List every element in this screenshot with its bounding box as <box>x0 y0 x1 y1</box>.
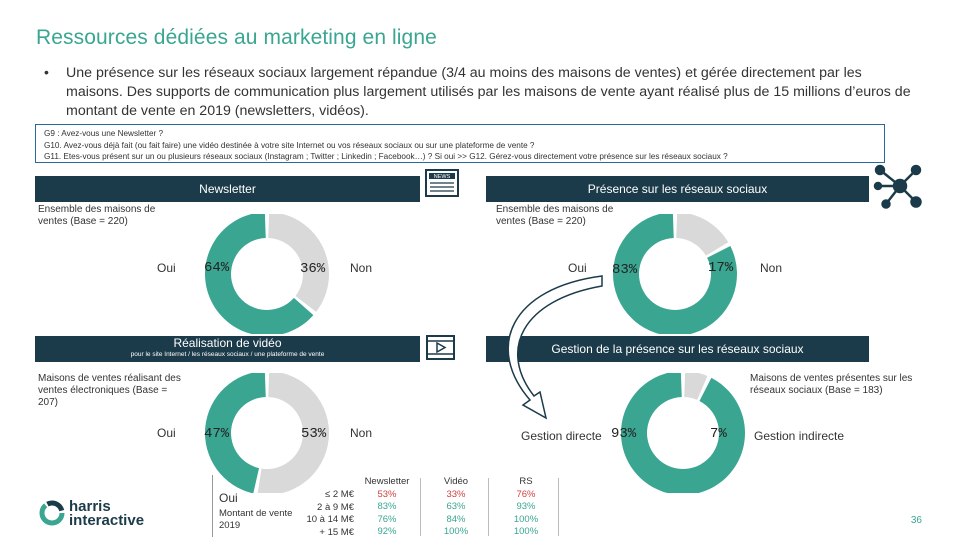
video-bar-sub: pour le site Internet / les réseaux soci… <box>130 351 325 358</box>
social-no-slice <box>676 214 729 256</box>
video-bar: Réalisation de vidéo pour le site Intern… <box>35 336 420 362</box>
question-g11-g12: G11. Etes-vous présent sur un ou plusieu… <box>44 152 728 161</box>
table-cell: 92% <box>377 526 397 537</box>
range-1: ≤ 2 M€ <box>325 489 354 500</box>
logo-line1: harris <box>69 498 111 515</box>
social-yes-slice <box>613 214 737 334</box>
newsletter-yes-slice <box>205 214 314 334</box>
video-donut <box>205 373 329 493</box>
table-left-border <box>212 475 213 537</box>
social-donut <box>613 214 737 334</box>
table-divider <box>558 478 559 536</box>
management-bar: Gestion de la présence sur les réseaux s… <box>486 336 869 362</box>
table-cell: 76% <box>377 513 397 525</box>
svg-text:NEWS: NEWS <box>434 174 451 180</box>
page-title: Ressources dédiées au marketing en ligne <box>36 26 437 49</box>
newspaper-icon: NEWS <box>423 167 463 201</box>
newsletter-bar-label: Newsletter <box>199 182 256 196</box>
page-number: 36 <box>910 515 922 526</box>
table-cell: 53% <box>377 488 397 500</box>
table-ranges: ≤ 2 M€ 2 à 9 M€ 10 à 14 M€ + 15 M€ <box>298 489 354 539</box>
table-cell: 83% <box>377 501 397 512</box>
table-row-title: Montant de vente 2019 <box>219 508 293 531</box>
questions-box: G9 : Avez-vous une Newsletter ? G10. Ave… <box>35 124 885 163</box>
curved-arrow-icon <box>490 268 630 468</box>
video-base: Maisons de ventes réalisant des ventes é… <box>38 373 181 408</box>
range-3: 10 à 14 M€ <box>306 514 354 525</box>
logo-line2: interactive <box>69 512 145 529</box>
table-cell: 63% <box>446 501 466 512</box>
table-cell: 100% <box>513 526 539 537</box>
video-no-pct: 53% <box>301 426 327 442</box>
table-col-rs: RS 76% 93% 100% 100% <box>501 476 551 539</box>
newsletter-no-label: Non <box>350 261 373 275</box>
table-divider <box>488 478 489 536</box>
video-yes-slice <box>205 373 266 493</box>
newsletter-donut <box>205 214 329 334</box>
harris-logo-mark <box>39 500 65 526</box>
newsletter-no-pct: 36% <box>300 261 326 277</box>
harris-logo: harris interactive <box>38 497 168 531</box>
question-g9: G9 : Avez-vous une Newsletter ? <box>44 129 164 138</box>
newsletter-yes-pct: 64% <box>204 260 230 276</box>
social-no-pct: 17% <box>708 260 734 276</box>
social-no-label: Non <box>760 261 783 275</box>
management-bar-label: Gestion de la présence sur les réseaux s… <box>551 342 804 356</box>
video-play-icon <box>425 333 457 363</box>
table-cell: 93% <box>516 501 536 512</box>
social-bar: Présence sur les réseaux sociaux <box>486 176 869 202</box>
range-4: + 15 M€ <box>319 526 354 538</box>
table-oui-label: Oui <box>219 491 238 505</box>
table-cell: 100% <box>513 513 539 525</box>
management-direct-slice <box>621 373 745 493</box>
video-bar-label: Réalisation de vidéo <box>173 336 282 350</box>
management-indirect-pct: 7% <box>710 426 727 442</box>
col-header: Newsletter <box>364 476 410 487</box>
network-icon <box>872 162 924 210</box>
management-direct-pct: 93% <box>611 426 637 442</box>
newsletter-yes-label: Oui <box>157 261 176 275</box>
range-2: 2 à 9 M€ <box>317 501 354 513</box>
table-divider <box>420 478 421 536</box>
video-yes-label: Oui <box>157 426 176 440</box>
social-yes-label: Oui <box>568 261 587 275</box>
newsletter-bar: Newsletter <box>35 176 420 202</box>
management-direct-label: Gestion directe <box>521 429 602 443</box>
video-no-label: Non <box>350 426 373 440</box>
social-yes-pct: 83% <box>612 262 638 278</box>
video-no-slice <box>257 373 329 493</box>
video-yes-pct: 47% <box>204 426 230 442</box>
table-cell: 84% <box>446 513 466 525</box>
social-base: Ensemble des maisons de ventes (Base = 2… <box>496 204 614 227</box>
col-header: Vidéo <box>443 476 469 487</box>
question-g10: G10. Avez-vous déjà fait (ou fait faire)… <box>44 140 535 150</box>
table-col-newsletter: Newsletter 53% 83% 76% 92% <box>362 476 412 539</box>
newsletter-no-slice <box>268 214 329 312</box>
management-donut <box>621 373 745 493</box>
table-cell: 76% <box>516 488 536 500</box>
summary-bullet: Une présence sur les réseaux sociaux lar… <box>66 65 911 119</box>
table-col-video: Vidéo 33% 63% 84% 100% <box>431 476 481 539</box>
bullet-marker: • <box>44 64 49 80</box>
table-cell: 33% <box>446 488 466 500</box>
management-base: Maisons de ventes présentes sur les rése… <box>750 373 913 396</box>
management-indirect-slice <box>684 373 708 400</box>
table-cell: 100% <box>443 526 469 537</box>
social-bar-label: Présence sur les réseaux sociaux <box>587 182 768 196</box>
newsletter-base: Ensemble des maisons de ventes (Base = 2… <box>38 204 156 227</box>
col-header: RS <box>519 476 533 487</box>
management-indirect-label: Gestion indirecte <box>754 429 845 443</box>
